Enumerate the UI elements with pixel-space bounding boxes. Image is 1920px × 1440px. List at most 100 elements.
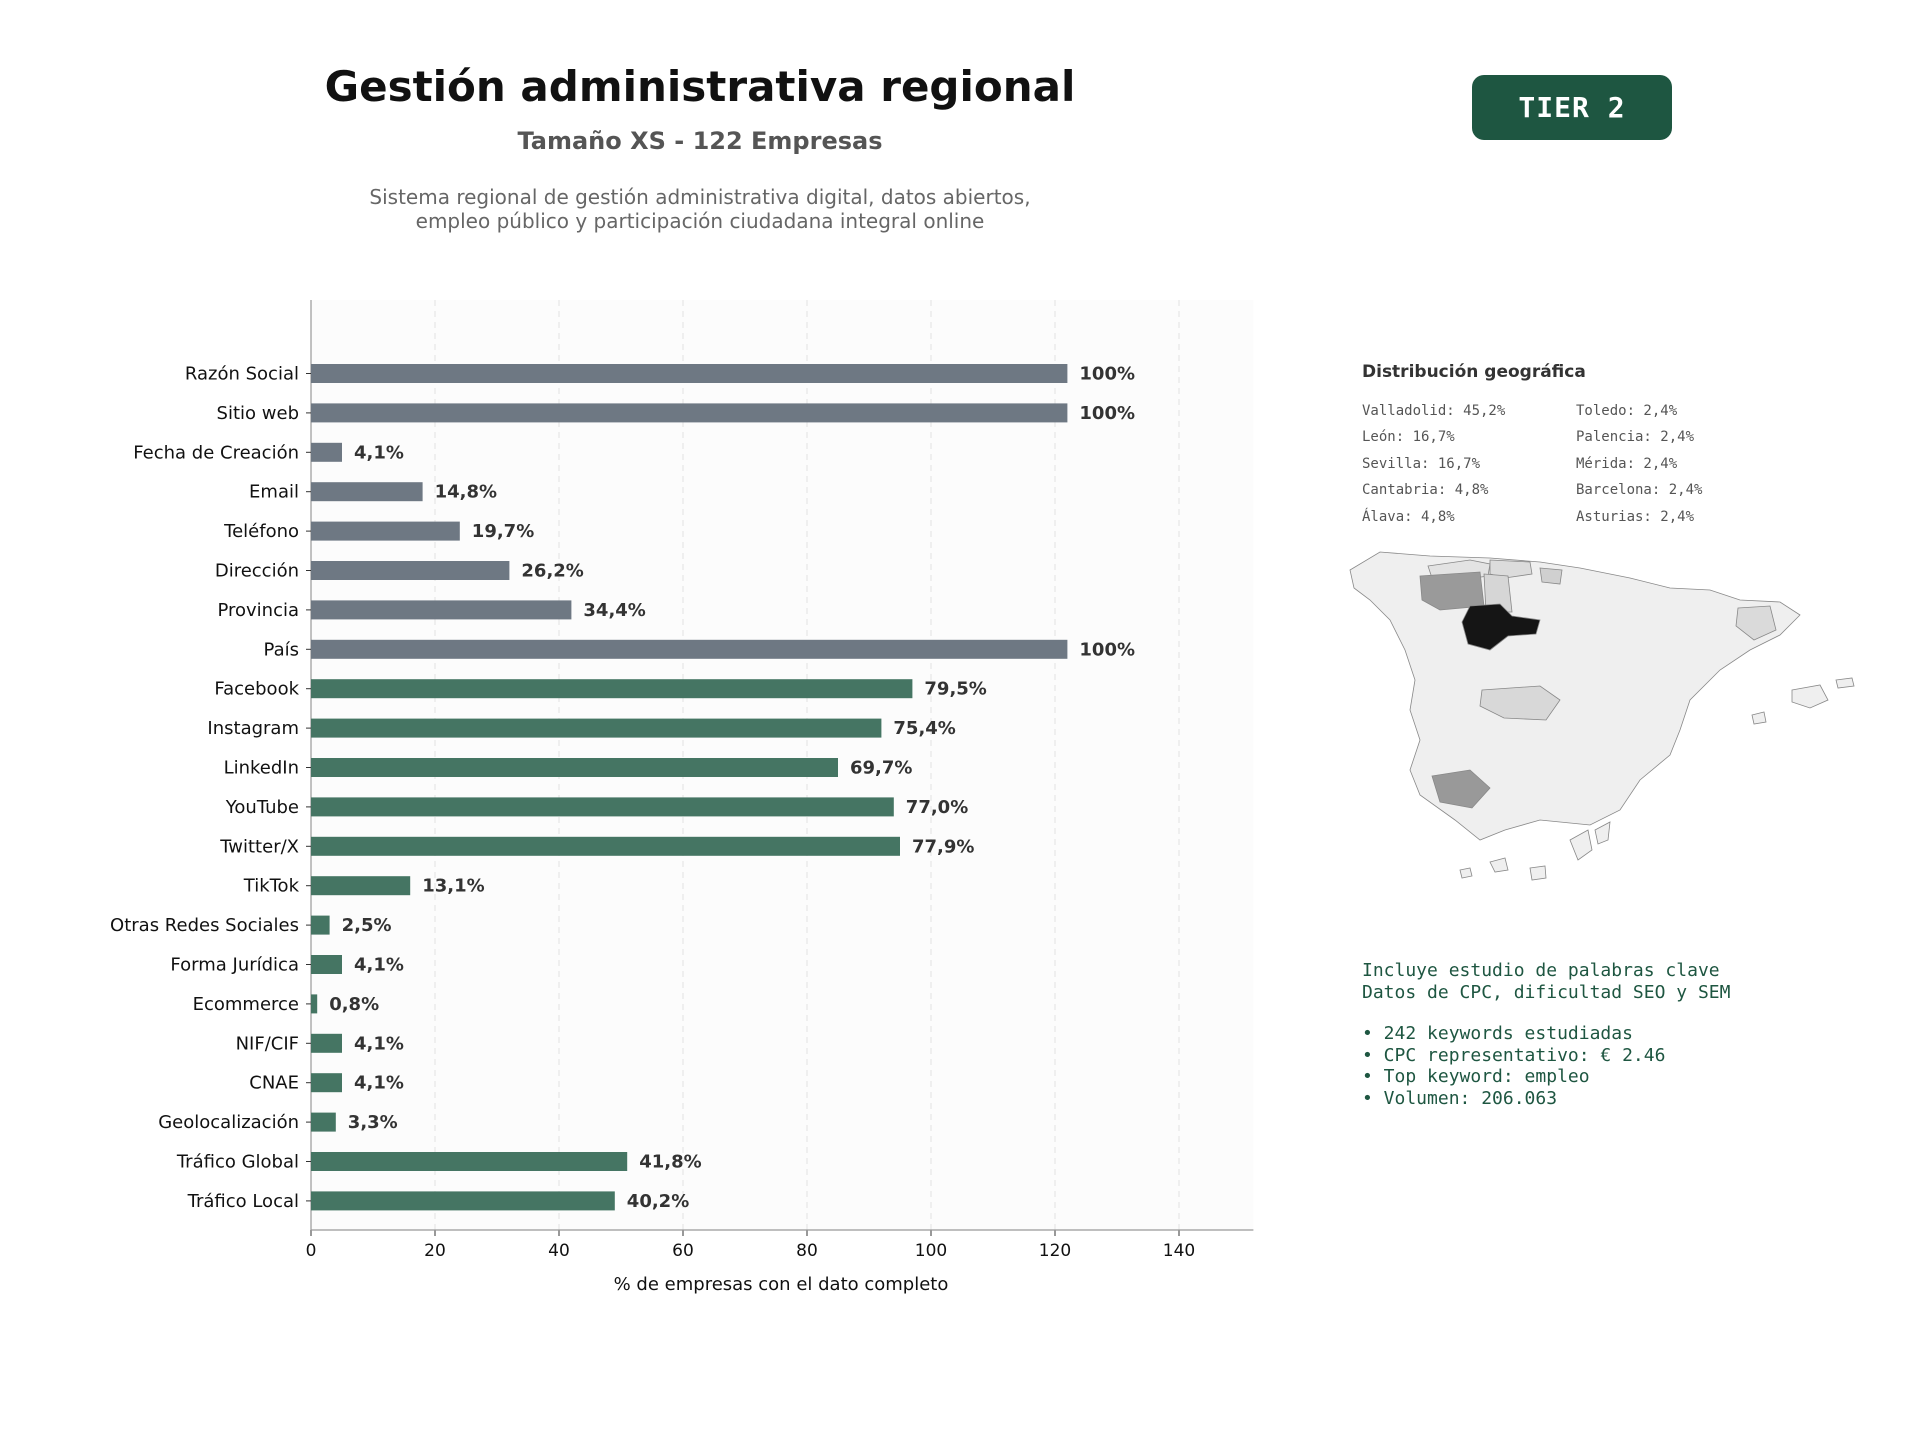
category-label: País (264, 639, 299, 660)
category-label: Razón Social (185, 364, 299, 385)
geo-item: Asturias: 2,4% (1576, 508, 1695, 525)
value-label: 40,2% (627, 1191, 689, 1212)
geo-item: Álava: 4,8% (1362, 508, 1455, 525)
x-tick-label: 40 (548, 1241, 570, 1261)
x-tick-label: 80 (796, 1241, 818, 1261)
category-label: Otras Redes Sociales (110, 915, 299, 936)
region-sevilla (1431, 769, 1491, 809)
keyword-line: Datos de CPC, dificultad SEO y SEM (1362, 981, 1731, 1003)
geo-list-column-1: Valladolid: 45,2% León: 16,7% Sevilla: 1… (1362, 398, 1505, 530)
value-label: 26,2% (521, 561, 583, 582)
bar (311, 1033, 342, 1053)
page-description: Sistema regional de gestión administrati… (300, 185, 1100, 233)
bar (311, 1073, 342, 1093)
bar (311, 1112, 336, 1132)
value-label: 19,7% (472, 521, 534, 542)
category-label: CNAE (249, 1073, 299, 1094)
value-label: 79,5% (924, 679, 986, 700)
bar (311, 679, 913, 699)
category-label: Fecha de Creación (133, 442, 299, 463)
geo-item: León: 16,7% (1362, 429, 1455, 446)
geo-item: Cantabria: 4,8% (1362, 482, 1489, 499)
geo-item: Barcelona: 2,4% (1576, 482, 1703, 499)
bar (311, 403, 1068, 423)
x-tick-label: 60 (672, 1241, 694, 1261)
category-label: Facebook (214, 679, 299, 700)
bar (311, 521, 460, 541)
geo-item: Valladolid: 45,2% (1362, 403, 1506, 419)
category-label: Geolocalización (158, 1112, 299, 1133)
geo-list-column-2: Toledo: 2,4% Palencia: 2,4% Mérida: 2,4%… (1576, 398, 1702, 530)
spain-mainland (1349, 551, 1801, 841)
bar (311, 955, 342, 974)
value-label: 13,1% (422, 876, 484, 897)
bar (311, 915, 330, 935)
geo-item: Toledo: 2,4% (1576, 403, 1678, 419)
region-palencia (1483, 573, 1513, 613)
category-label: Tráfico Local (187, 1191, 299, 1212)
value-label: 4,1% (354, 1073, 404, 1094)
value-label: 4,1% (354, 1033, 404, 1054)
page-subtitle: Tamaño XS - 122 Empresas (517, 127, 883, 155)
value-label: 100% (1079, 364, 1135, 385)
category-label: Provincia (217, 600, 299, 621)
x-tick-label: 120 (1039, 1241, 1071, 1261)
bar (311, 442, 342, 462)
bar (311, 994, 318, 1014)
keyword-bullet: • Volumen: 206.063 (1362, 1087, 1558, 1109)
bar (311, 639, 1068, 659)
category-label: Ecommerce (193, 994, 299, 1015)
x-tick-label: 100 (915, 1241, 947, 1261)
category-label: Sitio web (217, 403, 299, 424)
category-label: Email (249, 482, 299, 503)
category-label: Twitter/X (219, 836, 299, 857)
spain-map (1349, 551, 1855, 881)
category-label: NIF/CIF (236, 1033, 299, 1054)
value-label: 100% (1079, 639, 1135, 660)
bar (311, 482, 423, 502)
bar (311, 364, 1068, 383)
description-line: Sistema regional de gestión administrati… (369, 185, 1031, 209)
x-tick-label: 0 (306, 1241, 317, 1261)
island-mallorca (1791, 684, 1829, 709)
category-label: TikTok (243, 876, 300, 897)
bar (311, 600, 572, 620)
region-alava (1539, 567, 1563, 585)
region-leon (1419, 571, 1485, 611)
keyword-bullet: • CPC representativo: € 2.46 (1362, 1044, 1666, 1066)
keyword-study-panel: Incluye estudio de palabras clave Datos … (1362, 960, 1730, 1109)
region-toledo (1479, 685, 1561, 721)
bar (311, 718, 882, 738)
geo-item: Mérida: 2,4% (1576, 455, 1678, 472)
value-label: 14,8% (435, 482, 497, 503)
value-label: 100% (1079, 403, 1135, 424)
value-label: 77,9% (912, 836, 974, 857)
category-label: Instagram (207, 718, 299, 739)
canary-islands (1459, 821, 1611, 881)
geo-item: Palencia: 2,4% (1576, 429, 1695, 446)
bar (311, 1152, 628, 1171)
category-label: Dirección (215, 561, 299, 582)
page-title: Gestión administrativa regional (324, 62, 1076, 111)
keyword-bullet: • Top keyword: empleo (1362, 1066, 1590, 1087)
value-label: 0,8% (329, 994, 379, 1015)
bar (311, 758, 838, 777)
value-label: 4,1% (354, 442, 404, 463)
value-label: 34,4% (583, 600, 645, 621)
island-menorca (1835, 677, 1855, 689)
description-line: empleo público y participación ciudadana… (415, 209, 985, 233)
value-label: 69,7% (850, 758, 912, 779)
category-label: YouTube (225, 797, 299, 818)
completeness-bar-chart: 0 20 40 60 80 100 120 140 Razón Social 100% Sitio … (110, 300, 1254, 1295)
value-label: 41,8% (639, 1152, 701, 1173)
value-label: 75,4% (893, 718, 955, 739)
island-ibiza (1751, 711, 1767, 725)
category-label: Tráfico Global (176, 1152, 299, 1173)
bar (311, 836, 900, 856)
category-label: Forma Jurídica (170, 955, 299, 976)
x-axis-label: % de empresas con el dato completo (614, 1274, 949, 1295)
region-valladolid (1461, 603, 1541, 651)
geo-distribution-title: Distribución geográfica (1362, 362, 1586, 382)
bar (311, 797, 894, 817)
bar (311, 1191, 615, 1211)
